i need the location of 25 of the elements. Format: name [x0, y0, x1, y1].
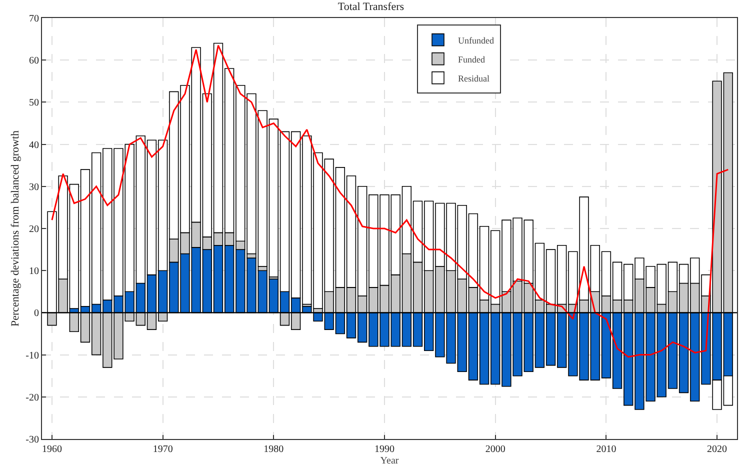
- y-tick-label: 0: [34, 308, 39, 320]
- legend-label: Residual: [458, 73, 490, 84]
- y-tick-label: 30: [29, 182, 39, 193]
- chart-title: Total Transfers: [338, 1, 404, 14]
- legend-label: Funded: [458, 54, 486, 64]
- y-tick-label: 10: [29, 266, 39, 278]
- x-tick-label: 2000: [485, 444, 506, 455]
- x-tick-label: 1960: [42, 444, 62, 455]
- x-tick-label: 1980: [264, 444, 284, 455]
- x-tick-label: 1970: [152, 444, 173, 455]
- y-tick-label: 20: [29, 224, 39, 235]
- legend-label: Unfunded: [458, 35, 494, 46]
- y-tick-label: -10: [26, 350, 39, 362]
- line-series: [51, 44, 729, 358]
- x-tick-label: 2010: [596, 444, 616, 455]
- y-tick-label: 60: [29, 56, 39, 67]
- y-tick-label: -30: [26, 434, 39, 446]
- y-tick-label: 70: [29, 14, 39, 24]
- x-tick-label: 1990: [374, 444, 395, 455]
- x-tick-label: 2020: [707, 444, 728, 455]
- y-tick-label: 40: [29, 140, 39, 151]
- y-axis-title: Percentage deviations from balanced growth: [9, 130, 22, 327]
- x-axis-title: Year: [380, 456, 400, 466]
- y-tick-label: 50: [29, 98, 39, 109]
- y-tick-label: -20: [26, 392, 39, 404]
